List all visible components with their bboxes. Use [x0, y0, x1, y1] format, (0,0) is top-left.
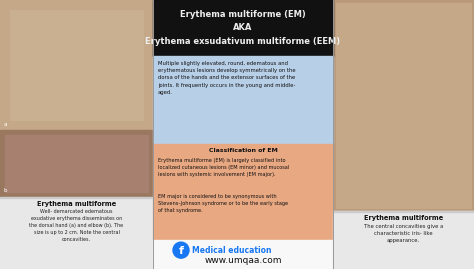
- Text: Multiple slightly elevated, round, edematous and
erythematous lesions develop sy: Multiple slightly elevated, round, edema…: [158, 61, 296, 95]
- Text: Erythema multiforme: Erythema multiforme: [37, 201, 116, 207]
- Text: Medical education: Medical education: [192, 246, 272, 255]
- Bar: [0, 197, 153, 269]
- Text: b: b: [4, 188, 8, 193]
- Bar: [336, 3, 471, 208]
- Bar: [10, 10, 143, 120]
- Bar: [5, 135, 148, 192]
- Bar: [153, 56, 333, 144]
- Text: Erythema multiforme (EM)
AKA
Erythema exsudativum multiforme (EEM): Erythema multiforme (EM) AKA Erythema ex…: [146, 10, 340, 46]
- Text: Erythema multiforme (EM) is largely classified into
localized cutaneous lesions : Erythema multiforme (EM) is largely clas…: [158, 158, 289, 177]
- Text: Erythema multiforme: Erythema multiforme: [364, 215, 443, 221]
- Bar: [333, 211, 474, 269]
- Bar: [153, 144, 333, 240]
- Bar: [153, 240, 333, 269]
- Text: EM major is considered to be synonymous with
Stevens–Johnson syndrome or to be t: EM major is considered to be synonymous …: [158, 194, 288, 213]
- Bar: [153, 0, 333, 56]
- Text: a: a: [4, 122, 8, 127]
- Bar: [0, 130, 153, 197]
- Bar: [333, 0, 474, 211]
- Text: www.umqaa.com: www.umqaa.com: [204, 256, 282, 266]
- Bar: [333, 211, 474, 212]
- Text: f: f: [179, 246, 183, 256]
- Text: Well- demarcated edematous
exudative erythema disseminates on
the dorsal hand (a: Well- demarcated edematous exudative ery…: [29, 209, 124, 242]
- Circle shape: [173, 242, 189, 258]
- Text: Classification of EM: Classification of EM: [209, 148, 277, 153]
- Bar: [0, 197, 153, 198]
- Bar: [0, 0, 153, 130]
- Text: The central concavities give a
characteristic iris- like
appearance.: The central concavities give a character…: [364, 224, 443, 243]
